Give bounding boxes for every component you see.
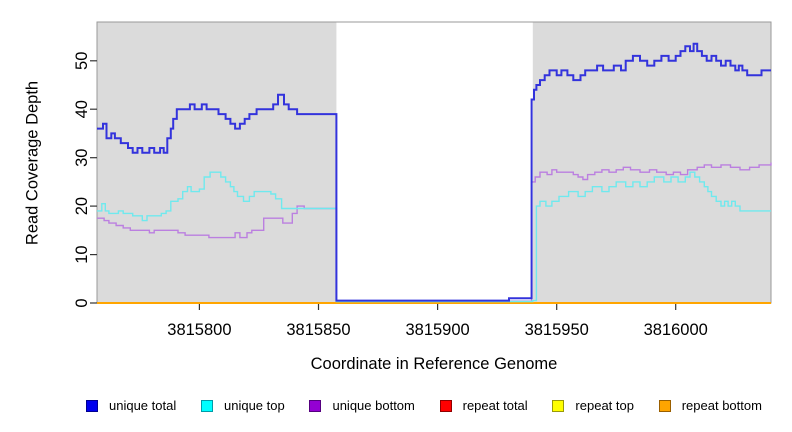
y-tick-label: 0: [73, 298, 91, 307]
legend-item-unique-total: unique total: [86, 398, 176, 413]
x-tick-label: 3816000: [644, 321, 708, 339]
legend-swatch-repeat-bottom: [658, 399, 671, 412]
legend-swatch-unique-total: [86, 399, 98, 412]
legend-label: unique top: [223, 398, 285, 413]
x-tick-label: 3815850: [286, 321, 350, 339]
x-tick-label: 3815900: [405, 321, 469, 339]
legend-label: unique total: [109, 398, 177, 413]
y-tick-label: 40: [73, 100, 91, 118]
legend-item-repeat-total: repeat total: [439, 398, 528, 413]
series-line-unique-total: [97, 42, 771, 302]
x-tick-label: 3815800: [167, 321, 231, 339]
unique-shaded-region: [97, 22, 337, 303]
legend-label: unique bottom: [332, 398, 415, 413]
legend-label: repeat total: [462, 398, 528, 413]
legend-item-repeat-bottom: repeat bottom: [658, 398, 762, 413]
y-tick-label: 50: [73, 52, 91, 70]
series-line-unique-bottom: [97, 162, 772, 302]
legend-item-repeat-top: repeat top: [552, 398, 634, 413]
y-tick-label: 20: [73, 197, 91, 215]
series-line-unique-top: [97, 171, 771, 303]
legend-swatch-unique-bottom: [309, 399, 322, 412]
x-tick-label: 3815950: [525, 321, 589, 339]
legend-swatch-repeat-total: [439, 399, 452, 412]
unique-shaded-region: [532, 22, 771, 303]
y-axis-title: Read Coverage Depth: [23, 80, 42, 246]
x-axis-title: Coordinate in Reference Genome: [310, 355, 558, 373]
legend-item-unique-bottom: unique bottom: [309, 398, 415, 413]
legend-swatch-repeat-top: [552, 399, 565, 412]
y-tick-label: 30: [73, 149, 91, 167]
legend-label: repeat bottom: [681, 398, 762, 413]
legend: unique total unique top unique bottom repea…: [86, 398, 762, 413]
legend-label: repeat top: [575, 398, 634, 413]
legend-item-unique-top: unique top: [200, 398, 285, 413]
legend-swatch-unique-top: [200, 399, 213, 412]
y-tick-label: 10: [73, 245, 91, 263]
